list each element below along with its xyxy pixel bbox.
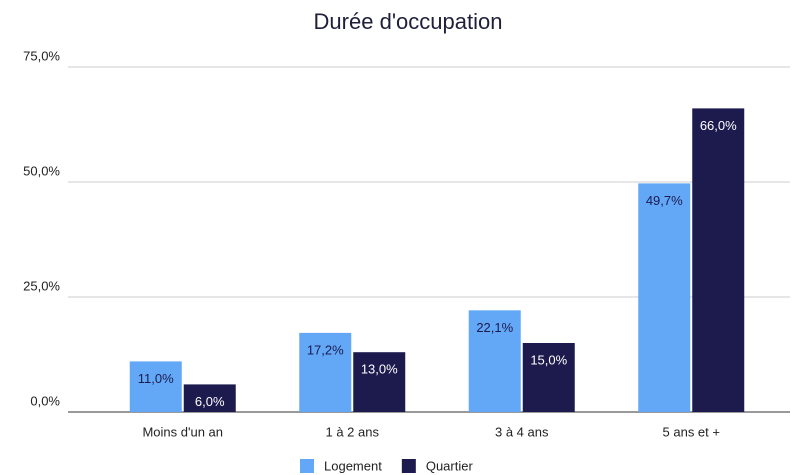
bar: [692, 108, 745, 413]
x-tick-label: 5 ans et +: [663, 424, 720, 439]
legend-swatch: [401, 459, 416, 473]
x-tick-label: Moins d'un an: [142, 424, 223, 439]
bar: [468, 310, 521, 412]
y-tick-label: 50,0%: [23, 163, 60, 178]
legend-swatch: [300, 459, 314, 473]
value-label: 15,0%: [530, 352, 567, 367]
bar: [522, 343, 575, 412]
bar: [353, 352, 406, 412]
value-label: 66,0%: [700, 118, 737, 133]
bar: [183, 384, 236, 412]
bar: [299, 332, 352, 412]
value-label: 13,0%: [361, 362, 398, 377]
chart-title: Durée d'occupation: [314, 9, 503, 34]
value-label: 22,1%: [476, 320, 513, 335]
y-tick-label: 75,0%: [23, 48, 60, 63]
value-label: 11,0%: [138, 371, 174, 386]
bar: [129, 361, 182, 412]
value-label: 17,2%: [307, 342, 344, 357]
x-tick-label: 1 à 2 ans: [326, 424, 380, 439]
legend-label: Quartier: [426, 458, 474, 473]
bar: [638, 183, 691, 412]
value-label: 6,0%: [195, 394, 225, 409]
legend-label: Logement: [324, 458, 382, 473]
y-tick-label: 0,0%: [30, 393, 60, 408]
value-label: 49,7%: [646, 193, 683, 208]
x-tick-label: 3 à 4 ans: [495, 424, 549, 439]
y-tick-label: 25,0%: [23, 278, 60, 293]
